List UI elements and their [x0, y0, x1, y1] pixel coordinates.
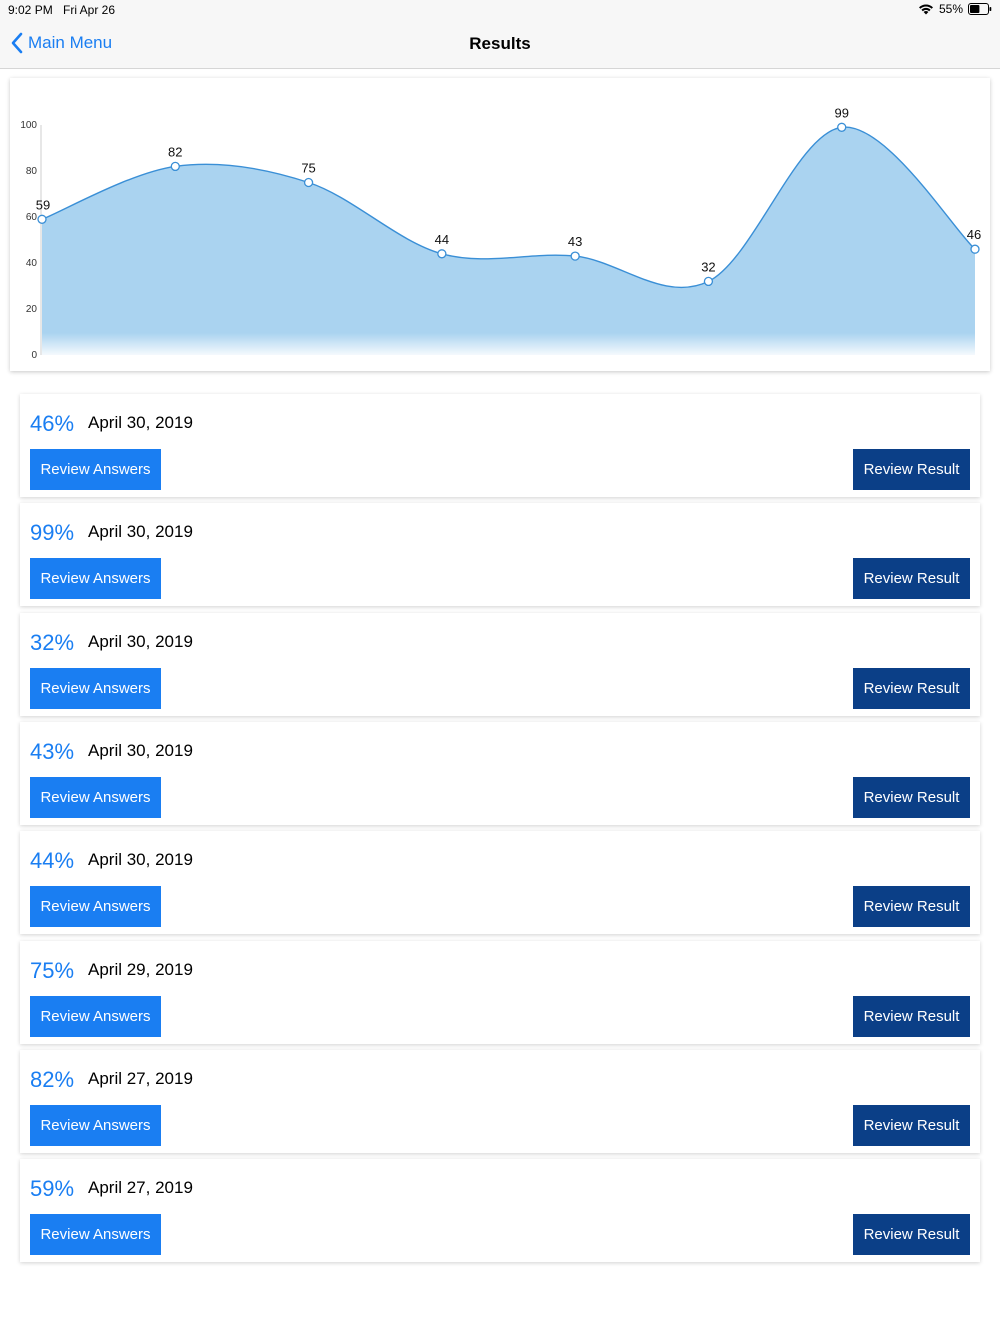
result-date: April 30, 2019 [88, 741, 193, 760]
result-score: 75% [30, 958, 75, 983]
y-tick-label: 0 [31, 350, 37, 361]
chart-data-label: 82 [168, 144, 182, 159]
y-tick-label: 20 [26, 304, 38, 315]
result-date: April 29, 2019 [88, 960, 193, 979]
review-answers-button[interactable]: Review Answers [30, 886, 161, 927]
result-date: April 30, 2019 [88, 850, 193, 869]
result-card: 59% April 27, 2019 Review Answers Review… [20, 1159, 980, 1262]
chart-data-point [303, 177, 314, 188]
results-chart: 0 20 40 60 80 100 59 82 75 44 43 32 99 46 [10, 105, 990, 361]
chart-data-label: 99 [834, 105, 848, 120]
review-answers-button[interactable]: Review Answers [30, 558, 161, 599]
review-answers-button[interactable]: Review Answers [30, 1214, 161, 1255]
y-tick-label: 60 [26, 212, 38, 223]
review-result-button[interactable]: Review Result [853, 996, 970, 1037]
result-date: April 27, 2019 [88, 1178, 193, 1197]
chart-data-point [703, 276, 714, 287]
status-time: 9:02 PM [8, 3, 53, 17]
chart-data-label: 32 [701, 259, 715, 274]
chart-data-label: 43 [568, 234, 582, 249]
review-result-button[interactable]: Review Result [853, 1105, 970, 1146]
review-result-button[interactable]: Review Result [853, 777, 970, 818]
chart-data-label: 75 [301, 161, 315, 176]
chevron-left-icon [11, 32, 23, 54]
review-answers-button[interactable]: Review Answers [30, 777, 161, 818]
result-date: April 30, 2019 [88, 522, 193, 541]
review-result-button[interactable]: Review Result [853, 886, 970, 927]
battery-percent: 55% [938, 2, 963, 16]
result-score: 44% [30, 848, 75, 873]
review-result-button[interactable]: Review Result [853, 558, 970, 599]
review-answers-button[interactable]: Review Answers [30, 1105, 161, 1146]
result-score: 82% [30, 1067, 75, 1092]
y-tick-label: 40 [26, 258, 38, 269]
review-answers-button[interactable]: Review Answers [30, 996, 161, 1037]
review-answers-button[interactable]: Review Answers [30, 668, 161, 709]
chart-data-point [570, 251, 580, 261]
result-score: 46% [30, 411, 75, 436]
review-answers-button[interactable]: Review Answers [30, 449, 161, 490]
chart-data-point [37, 214, 47, 224]
review-result-button[interactable]: Review Result [853, 449, 970, 490]
result-score: 32% [30, 630, 75, 655]
status-right: 55% [918, 2, 992, 16]
result-date: April 30, 2019 [88, 413, 193, 432]
status-date: Fri Apr 26 [63, 3, 116, 17]
result-score: 43% [30, 739, 75, 764]
result-score: 59% [30, 1176, 75, 1201]
result-card: 46% April 30, 2019 Review Answers Review… [20, 394, 980, 497]
results-chart-card: 0 20 40 60 80 100 59 82 75 44 43 32 99 46 [10, 78, 990, 371]
back-button[interactable]: Main Menu [10, 32, 112, 54]
result-date: April 30, 2019 [88, 632, 193, 651]
result-card: 43% April 30, 2019 Review Answers Review… [20, 722, 980, 825]
result-card: 99% April 30, 2019 Review Answers Review… [20, 503, 980, 606]
chart-data-point [170, 161, 180, 172]
result-card: 44% April 30, 2019 Review Answers Review… [20, 831, 980, 934]
status-bar: 9:02 PM Fri Apr 26 55% [0, 0, 1000, 20]
chart-data-label: 44 [435, 232, 449, 247]
chart-data-point [837, 122, 847, 132]
page-title: Results [469, 34, 531, 53]
review-result-button[interactable]: Review Result [853, 668, 970, 709]
result-card: 82% April 27, 2019 Review Answers Review… [20, 1050, 980, 1153]
y-tick-label: 80 [26, 166, 38, 177]
result-score: 99% [30, 520, 75, 545]
chart-data-label: 46 [967, 227, 981, 242]
result-date: April 27, 2019 [88, 1069, 193, 1088]
review-result-button[interactable]: Review Result [853, 1214, 970, 1255]
wifi-icon [918, 3, 934, 15]
result-card: 32% April 30, 2019 Review Answers Review… [20, 613, 980, 716]
navigation-bar: Main Menu Results [0, 20, 1000, 69]
chart-data-point [970, 244, 980, 254]
result-card: 75% April 29, 2019 Review Answers Review… [20, 941, 980, 1044]
chart-area-fill [42, 127, 975, 355]
back-button-label: Main Menu [28, 33, 113, 52]
battery-icon [968, 3, 992, 15]
chart-data-label: 59 [36, 197, 50, 212]
y-tick-label: 100 [20, 120, 37, 131]
chart-data-point [437, 249, 447, 259]
